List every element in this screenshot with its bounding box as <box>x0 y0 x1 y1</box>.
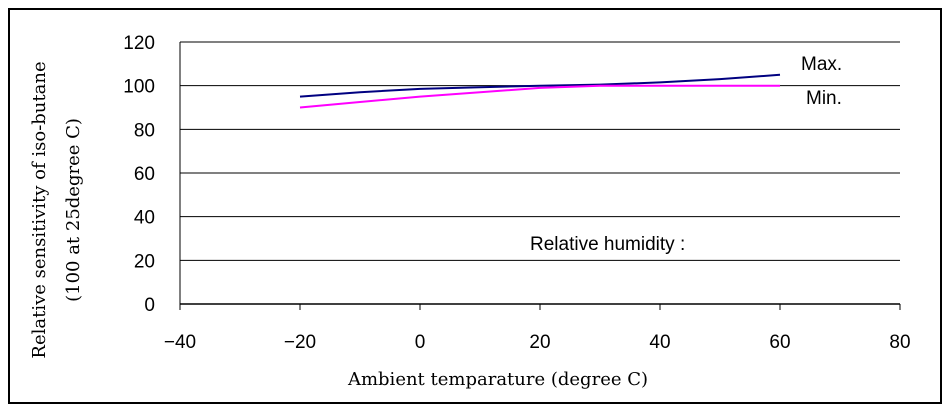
grid-lines <box>179 41 901 310</box>
x-tick-label: 40 <box>649 332 670 353</box>
y-tick-label: 60 <box>134 164 155 185</box>
series-lines: Max. Min. <box>299 54 842 109</box>
series-label-min: Min. <box>806 88 842 109</box>
x-tick-label: −40 <box>164 332 196 353</box>
series-line-min <box>299 84 780 109</box>
y-tick-label: 0 <box>144 295 155 316</box>
x-axis-title: Ambient temparature (degree C) <box>347 369 648 390</box>
y-axis-subtitle: (100 at 25degree C) <box>63 118 84 302</box>
series-label-max: Max. <box>801 54 842 75</box>
relative-humidity-annotation: Relative humidity : <box>530 234 685 255</box>
x-tick-label: 60 <box>769 332 790 353</box>
series-line-max <box>299 73 781 98</box>
chart-frame <box>8 8 942 404</box>
y-axis-title: Relative sensitivity of iso-butane <box>29 61 50 358</box>
y-tick-label: 100 <box>123 77 155 98</box>
y-tick-label: 20 <box>134 251 155 272</box>
x-tick-label: −20 <box>284 332 316 353</box>
y-tick-label: 80 <box>134 120 155 141</box>
y-tick-label: 120 <box>123 33 155 54</box>
y-tick-label: 40 <box>134 208 155 229</box>
tick-labels: 0 20 40 60 80 100 120 −40 −20 0 20 40 60 80 <box>123 33 910 353</box>
x-tick-label: 20 <box>529 332 550 353</box>
x-tick-label: 80 <box>889 332 910 353</box>
x-tick-label: 0 <box>415 332 426 353</box>
